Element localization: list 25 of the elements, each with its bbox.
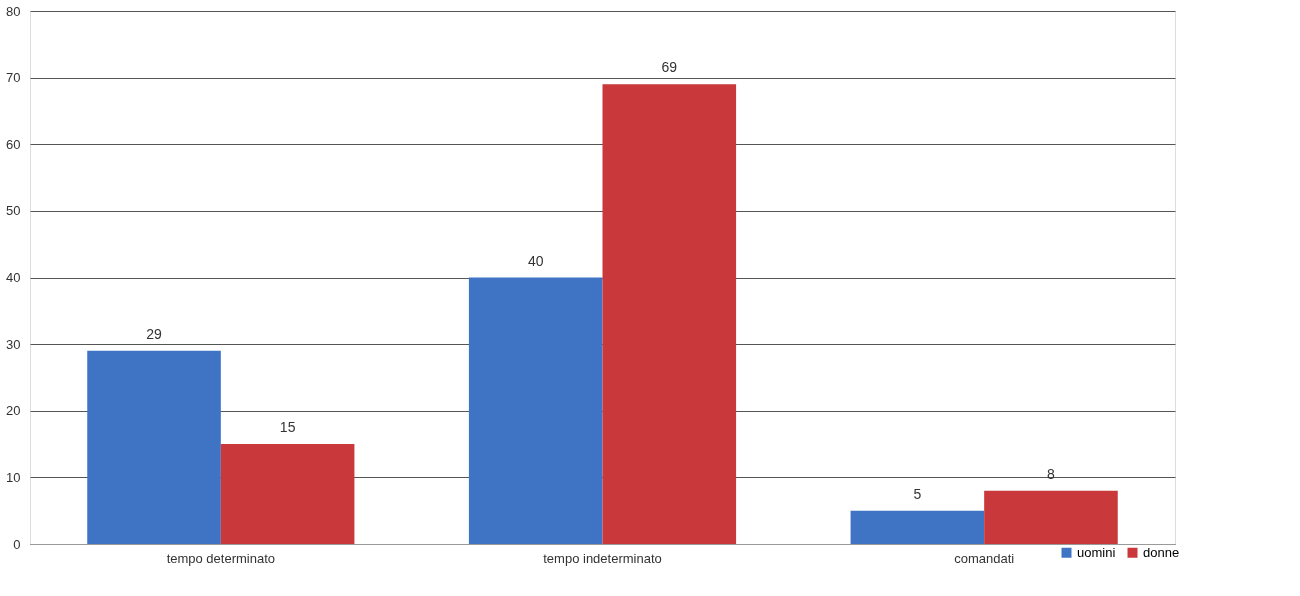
bar bbox=[87, 350, 221, 544]
legend-label: donne bbox=[1143, 544, 1180, 560]
data-label: 69 bbox=[661, 59, 678, 76]
bar bbox=[468, 277, 603, 544]
bar bbox=[220, 444, 355, 544]
y-tick-label: 0 bbox=[13, 536, 21, 552]
y-tick-label: 40 bbox=[6, 270, 21, 285]
data-label: 15 bbox=[279, 419, 296, 436]
legend-label: uomini bbox=[1077, 544, 1116, 560]
y-tick-label: 70 bbox=[6, 70, 21, 86]
data-label: 40 bbox=[527, 252, 544, 269]
bar bbox=[850, 510, 985, 544]
y-tick-label: 20 bbox=[6, 403, 21, 419]
y-tick-label: 30 bbox=[6, 336, 21, 352]
y-tick-label: 80 bbox=[6, 3, 21, 19]
x-tick-label: tempo determinato bbox=[166, 550, 276, 566]
y-tick-label: 60 bbox=[6, 136, 21, 152]
x-tick-label: tempo indeterminato bbox=[543, 550, 662, 566]
y-tick-label: 10 bbox=[6, 469, 21, 485]
bar bbox=[984, 490, 1118, 544]
y-tick-label: 50 bbox=[6, 203, 21, 219]
bar bbox=[602, 84, 737, 544]
x-tick-label: comandati bbox=[954, 550, 1015, 566]
data-label: 5 bbox=[913, 485, 922, 502]
data-label: 29 bbox=[146, 325, 163, 342]
